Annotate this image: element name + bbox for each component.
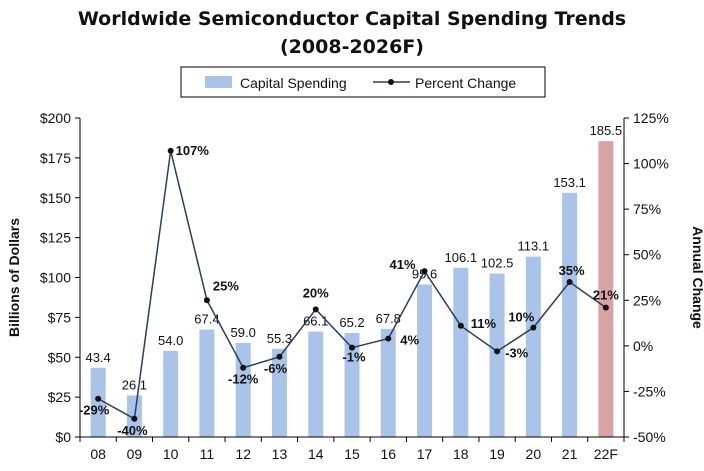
percent-label: 41% bbox=[390, 257, 416, 272]
x-tick-label: 21 bbox=[562, 446, 578, 462]
percent-label: 4% bbox=[400, 333, 419, 348]
x-tick-label: 13 bbox=[272, 446, 288, 462]
bar-20 bbox=[525, 256, 541, 437]
x-tick-label: 14 bbox=[308, 446, 324, 462]
chart-subtitle: (2008-2026F) bbox=[280, 36, 424, 58]
percent-label: 25% bbox=[213, 278, 239, 293]
percent-label: 35% bbox=[559, 263, 585, 278]
legend-box bbox=[180, 66, 546, 98]
percent-label: 11% bbox=[471, 316, 497, 331]
chart-title: Worldwide Semiconductor Capital Spending… bbox=[77, 8, 627, 30]
x-tick-label: 11 bbox=[200, 446, 215, 462]
percent-label: -40% bbox=[117, 423, 148, 438]
y-tick-label: $100 bbox=[40, 270, 71, 286]
bar-19 bbox=[489, 273, 505, 437]
x-tick-label: 10 bbox=[163, 446, 179, 462]
bar-value-label: 102.5 bbox=[481, 256, 514, 271]
x-tick-label: 18 bbox=[453, 446, 469, 462]
y-tick-label: $175 bbox=[40, 150, 71, 166]
percent-label: 20% bbox=[303, 285, 329, 300]
percent-label: -1% bbox=[342, 350, 366, 365]
legend-marker-percent-change bbox=[388, 79, 394, 85]
y2-axis-title: Annual Change bbox=[690, 226, 704, 329]
percent-change-point bbox=[167, 147, 174, 154]
bar-15 bbox=[344, 333, 360, 437]
x-tick-label: 12 bbox=[235, 446, 251, 462]
percent-label: 21% bbox=[593, 288, 619, 303]
legend-swatch-capital-spending bbox=[205, 76, 232, 88]
bar-10 bbox=[163, 350, 179, 437]
y2-tick-label: 75% bbox=[633, 201, 661, 217]
bar-value-label: 67.8 bbox=[376, 311, 401, 326]
percent-label: 107% bbox=[176, 143, 210, 158]
y2-tick-label: 125% bbox=[633, 110, 669, 126]
percent-change-point bbox=[349, 344, 355, 351]
percent-change-point bbox=[95, 395, 102, 402]
bar-value-label: 54.0 bbox=[158, 333, 183, 348]
percent-change-point bbox=[385, 335, 392, 342]
bar-value-label: 113.1 bbox=[518, 239, 550, 254]
bar-16 bbox=[380, 328, 396, 437]
percent-change-point bbox=[203, 297, 210, 304]
percent-change-point bbox=[457, 322, 464, 329]
y-tick-label: $200 bbox=[40, 110, 71, 126]
y-tick-label: $75 bbox=[48, 309, 72, 325]
y2-tick-label: 25% bbox=[633, 292, 661, 308]
bar-value-label: 106.1 bbox=[445, 250, 478, 265]
x-tick-label: 09 bbox=[127, 446, 143, 462]
y2-tick-label: -25% bbox=[633, 383, 666, 399]
bar-value-label: 59.0 bbox=[231, 325, 256, 340]
bar-17 bbox=[417, 284, 433, 437]
bar-value-label: 55.3 bbox=[267, 331, 292, 346]
bar-value-label: 26.1 bbox=[122, 377, 147, 392]
percent-label: -3% bbox=[505, 345, 529, 360]
bar-value-label: 153.1 bbox=[553, 175, 586, 190]
percent-change-point bbox=[494, 348, 501, 355]
x-tick-label: 15 bbox=[344, 446, 360, 462]
bar-value-label: 67.4 bbox=[194, 311, 219, 326]
percent-label: -29% bbox=[79, 403, 110, 418]
percent-change-point bbox=[131, 415, 138, 422]
bar-value-label: 65.2 bbox=[339, 315, 364, 330]
x-tick-label: 20 bbox=[526, 446, 542, 462]
bar-08 bbox=[90, 367, 106, 437]
percent-change-point bbox=[530, 324, 537, 331]
percent-change-point bbox=[566, 279, 573, 286]
bar-22F bbox=[598, 141, 614, 437]
y2-tick-label: 100% bbox=[633, 156, 669, 172]
y2-tick-label: 0% bbox=[633, 338, 653, 354]
y2-tick-label: -50% bbox=[633, 429, 666, 445]
x-tick-label: 08 bbox=[90, 446, 106, 462]
percent-label: 10% bbox=[508, 310, 534, 325]
y-tick-label: $125 bbox=[40, 230, 71, 246]
percent-change-point bbox=[421, 268, 428, 275]
x-tick-label: 22F bbox=[594, 446, 618, 462]
bar-21 bbox=[562, 192, 578, 437]
percent-change-point bbox=[240, 364, 247, 371]
percent-label: -6% bbox=[264, 361, 288, 376]
y2-tick-label: 50% bbox=[633, 247, 661, 263]
legend-label-percent-change: Percent Change bbox=[415, 75, 516, 91]
bar-value-label: 43.4 bbox=[85, 350, 110, 365]
x-tick-label: 17 bbox=[417, 446, 433, 462]
percent-change-point bbox=[602, 304, 609, 311]
bar-18 bbox=[453, 267, 469, 437]
y-tick-label: $25 bbox=[48, 389, 72, 405]
percent-change-point bbox=[276, 353, 283, 360]
percent-change-point bbox=[312, 306, 319, 313]
x-tick-label: 19 bbox=[489, 446, 505, 462]
y-tick-label: $150 bbox=[40, 190, 71, 206]
bar-13 bbox=[271, 348, 287, 437]
y-axis-title: Billions of Dollars bbox=[6, 218, 22, 337]
x-tick-label: 16 bbox=[380, 446, 396, 462]
bar-14 bbox=[308, 331, 324, 437]
percent-label: -12% bbox=[228, 372, 259, 387]
bar-11 bbox=[199, 329, 215, 437]
legend-label-capital-spending: Capital Spending bbox=[240, 75, 347, 91]
y-tick-label: $0 bbox=[55, 429, 71, 445]
y-tick-label: $50 bbox=[48, 349, 72, 365]
bar-value-label: 185.5 bbox=[590, 123, 623, 138]
